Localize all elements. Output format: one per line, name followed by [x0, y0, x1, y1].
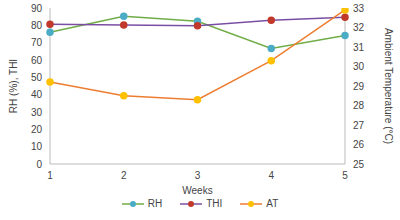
svg-text:2: 2 — [121, 170, 127, 181]
svg-text:50: 50 — [31, 72, 43, 83]
svg-text:28: 28 — [353, 100, 365, 111]
svg-text:40: 40 — [31, 89, 43, 100]
svg-text:80: 80 — [31, 20, 43, 31]
svg-text:5: 5 — [342, 170, 348, 181]
svg-text:25: 25 — [353, 159, 365, 170]
svg-text:RH (%), THI: RH (%), THI — [8, 59, 19, 113]
svg-text:32: 32 — [353, 22, 365, 33]
svg-text:90: 90 — [31, 3, 43, 14]
svg-text:4: 4 — [268, 170, 274, 181]
svg-text:60: 60 — [31, 55, 43, 66]
svg-text:Ambient Temperature (°C): Ambient Temperature (°C) — [383, 28, 392, 144]
svg-text:29: 29 — [353, 81, 365, 92]
svg-text:Weeks: Weeks — [182, 185, 212, 196]
html-text:RH: RH — [147, 198, 163, 209]
svg-text:1: 1 — [47, 170, 53, 181]
svg-text:31: 31 — [353, 42, 365, 53]
svg-text:30: 30 — [31, 107, 43, 118]
svg-text:3: 3 — [195, 170, 201, 181]
svg-text:33: 33 — [353, 3, 365, 14]
html-text:AT: AT — [266, 198, 279, 209]
svg-text:70: 70 — [31, 37, 43, 48]
svg-text:30: 30 — [353, 61, 365, 72]
svg-text:20: 20 — [31, 124, 43, 135]
svg-text:0: 0 — [36, 159, 42, 170]
html-text:THI: THI — [206, 198, 223, 209]
svg-text:27: 27 — [353, 120, 365, 131]
svg-text:10: 10 — [31, 141, 43, 152]
svg-text:26: 26 — [353, 139, 365, 150]
